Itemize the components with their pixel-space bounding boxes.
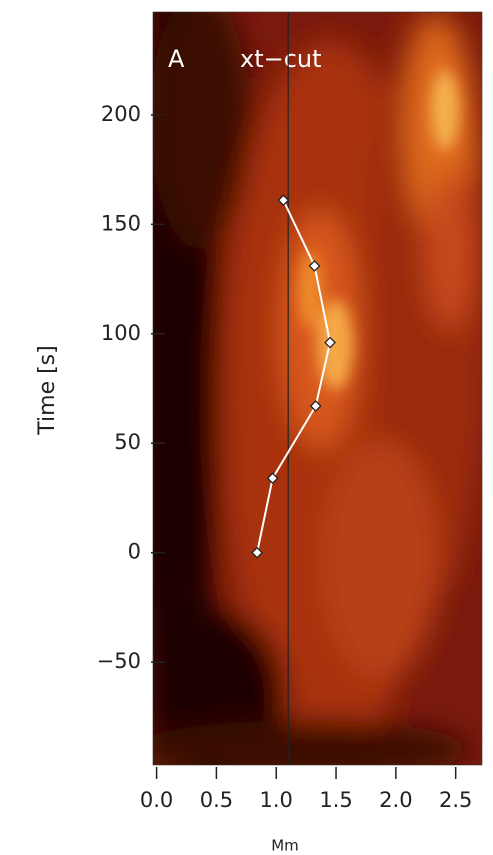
x-tick-label: 0.5 (200, 788, 233, 812)
plot-frame (152, 11, 483, 766)
point (266, 472, 279, 485)
x-tick-label: 1.5 (319, 788, 352, 812)
y-tick-label: 150 (101, 211, 141, 235)
x-tick-label: 2.5 (439, 788, 472, 812)
y-tick-label: 50 (114, 430, 141, 454)
x-tick-label: 1.0 (260, 788, 293, 812)
y-tick-label: 0 (128, 540, 141, 564)
point (277, 194, 290, 207)
y-tick-label: −50 (97, 649, 141, 673)
panel-label: A (168, 45, 185, 73)
y-tick-label: 200 (101, 102, 141, 126)
point (308, 259, 321, 272)
point (324, 336, 336, 349)
y-tick-label: 100 (101, 321, 141, 345)
track-line (256, 199, 332, 553)
y-axis-label: Time [s] (35, 345, 60, 435)
point (309, 400, 322, 412)
point (251, 546, 264, 559)
x-tick-label: 2.0 (379, 788, 412, 812)
annotation: xt−cut (240, 45, 322, 73)
heatmap (153, 12, 482, 765)
x-tick-label: 0.0 (140, 788, 173, 812)
x-axis-label: Mm (271, 837, 299, 855)
